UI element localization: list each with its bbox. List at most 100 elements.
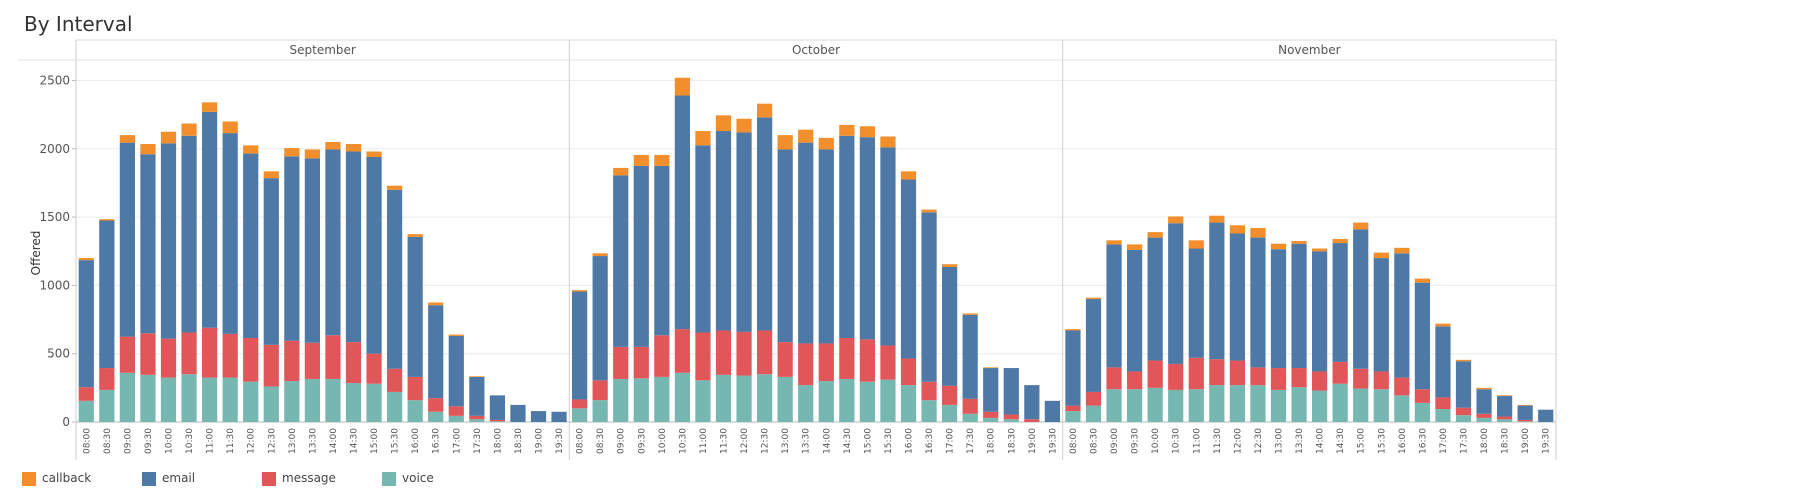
x-tick-label: 09:00 bbox=[617, 428, 627, 454]
bar-email-september-18:00 bbox=[489, 395, 505, 420]
bar-email-september-10:30 bbox=[181, 135, 197, 333]
bar-callback-november-12:30 bbox=[1250, 228, 1266, 238]
x-tick-label: 14:30 bbox=[1336, 428, 1346, 454]
x-tick-label: 15:00 bbox=[863, 428, 873, 454]
bar-voice-october-14:00 bbox=[818, 381, 834, 422]
bar-voice-september-15:00 bbox=[366, 383, 382, 422]
bar-callback-november-10:30 bbox=[1168, 216, 1184, 224]
bar-email-november-18:30 bbox=[1497, 396, 1513, 417]
bar-voice-november-08:00 bbox=[1065, 411, 1081, 422]
bar-callback-september-08:30 bbox=[99, 219, 115, 221]
bar-callback-september-10:00 bbox=[160, 131, 177, 144]
bar-message-november-18:00 bbox=[1476, 413, 1492, 418]
bar-callback-november-16:30 bbox=[1414, 278, 1430, 283]
x-tick-label: 16:30 bbox=[1418, 428, 1428, 454]
bar-message-september-09:30 bbox=[140, 333, 156, 375]
bar-voice-october-08:00 bbox=[572, 408, 588, 422]
bar-voice-september-14:30 bbox=[345, 383, 362, 422]
bar-message-september-14:00 bbox=[325, 335, 341, 379]
bar-callback-october-17:30 bbox=[962, 313, 978, 315]
bar-voice-september-16:00 bbox=[407, 400, 423, 422]
bar-message-october-09:00 bbox=[613, 346, 629, 379]
bar-message-october-12:00 bbox=[736, 331, 752, 376]
bar-email-october-12:30 bbox=[757, 117, 773, 331]
bar-voice-september-10:30 bbox=[181, 374, 197, 422]
legend-label-email: email bbox=[162, 471, 196, 485]
bar-voice-november-12:30 bbox=[1250, 385, 1266, 422]
bar-message-september-18:00 bbox=[489, 419, 505, 422]
bar-voice-november-17:30 bbox=[1455, 415, 1472, 422]
bar-callback-october-11:30 bbox=[715, 115, 732, 132]
bar-message-october-14:30 bbox=[839, 337, 855, 379]
bar-message-september-11:00 bbox=[202, 327, 218, 378]
x-tick-label: 08:30 bbox=[103, 428, 113, 454]
bar-voice-november-16:00 bbox=[1394, 395, 1410, 422]
panel-header-november: November bbox=[1278, 43, 1340, 57]
x-tick-label: 18:00 bbox=[1480, 428, 1490, 454]
bar-message-september-16:00 bbox=[407, 376, 423, 401]
bar-voice-september-13:30 bbox=[304, 378, 320, 422]
bar-callback-october-10:00 bbox=[654, 154, 670, 166]
x-tick-label: 19:30 bbox=[555, 428, 565, 454]
bar-email-october-09:00 bbox=[613, 175, 629, 347]
bar-voice-november-15:00 bbox=[1353, 388, 1369, 422]
bar-email-october-13:30 bbox=[798, 142, 814, 344]
x-tick-label: 17:00 bbox=[946, 428, 956, 454]
x-tick-label: 14:00 bbox=[329, 428, 339, 454]
x-tick-label: 14:00 bbox=[822, 428, 832, 454]
bar-callback-september-12:30 bbox=[263, 171, 279, 179]
x-tick-label: 13:30 bbox=[802, 428, 812, 454]
y-axis-label: Offered bbox=[29, 231, 43, 276]
x-tick-label: 10:00 bbox=[658, 428, 668, 454]
bar-message-november-15:00 bbox=[1353, 368, 1369, 389]
bar-message-october-11:00 bbox=[695, 332, 711, 381]
bar-voice-november-18:30 bbox=[1497, 419, 1513, 422]
bar-voice-november-12:00 bbox=[1229, 385, 1245, 422]
legend-swatch-voice bbox=[382, 472, 396, 486]
bar-voice-september-12:00 bbox=[243, 381, 259, 422]
x-tick-label: 16:00 bbox=[905, 428, 915, 454]
bar-message-november-10:00 bbox=[1147, 360, 1163, 388]
bar-message-october-15:00 bbox=[859, 339, 875, 382]
bar-email-october-12:00 bbox=[736, 132, 752, 332]
bar-email-september-08:30 bbox=[99, 220, 115, 369]
bar-message-november-18:30 bbox=[1497, 416, 1513, 420]
legend-label-message: message bbox=[282, 471, 336, 485]
x-tick-label: 09:00 bbox=[1110, 428, 1120, 454]
x-tick-label: 13:30 bbox=[1295, 428, 1305, 454]
y-tick-label: 0 bbox=[62, 415, 70, 429]
bar-message-october-10:00 bbox=[654, 335, 670, 377]
bar-callback-october-16:30 bbox=[921, 209, 937, 213]
bar-email-october-18:00 bbox=[983, 368, 999, 412]
x-tick-label: 17:30 bbox=[473, 428, 483, 454]
bar-email-october-16:30 bbox=[921, 212, 937, 382]
bar-message-september-14:30 bbox=[345, 342, 362, 384]
x-tick-label: 12:00 bbox=[740, 428, 750, 454]
bar-voice-october-18:30 bbox=[1003, 419, 1019, 422]
bar-message-november-08:30 bbox=[1085, 391, 1102, 406]
bar-email-october-11:30 bbox=[715, 131, 732, 331]
bar-email-october-15:00 bbox=[859, 137, 875, 340]
bar-message-october-19:00 bbox=[1024, 419, 1040, 422]
bar-voice-november-11:30 bbox=[1209, 385, 1225, 422]
bar-callback-october-17:00 bbox=[942, 264, 958, 267]
x-tick-label: 19:30 bbox=[1048, 428, 1058, 454]
x-tick-label: 13:00 bbox=[781, 428, 791, 454]
x-tick-label: 10:00 bbox=[165, 428, 175, 454]
bar-message-november-11:30 bbox=[1209, 359, 1225, 386]
legend-swatch-email bbox=[142, 472, 156, 486]
bar-voice-november-15:30 bbox=[1373, 389, 1389, 422]
bar-voice-september-09:30 bbox=[140, 374, 156, 422]
bar-email-september-15:30 bbox=[387, 189, 403, 369]
bar-callback-september-17:30 bbox=[469, 376, 485, 377]
x-tick-label: 19:00 bbox=[1521, 428, 1531, 454]
bar-email-october-14:30 bbox=[839, 135, 855, 338]
bar-email-september-16:30 bbox=[428, 305, 444, 399]
bar-email-september-08:00 bbox=[78, 260, 94, 388]
bar-message-october-16:30 bbox=[921, 381, 937, 401]
bar-message-september-15:30 bbox=[387, 368, 403, 392]
bar-callback-october-09:00 bbox=[613, 167, 629, 176]
bar-voice-october-17:00 bbox=[942, 404, 958, 422]
bar-callback-september-09:00 bbox=[119, 135, 135, 143]
bar-voice-november-11:00 bbox=[1188, 389, 1204, 422]
